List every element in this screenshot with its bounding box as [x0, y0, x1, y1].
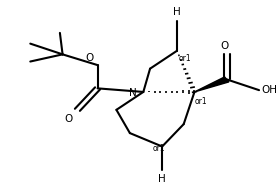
Text: O: O — [64, 114, 73, 124]
Text: or1: or1 — [153, 144, 165, 153]
Text: N: N — [129, 88, 137, 98]
Text: H: H — [173, 7, 181, 17]
Text: or1: or1 — [195, 97, 207, 106]
Text: H: H — [158, 174, 166, 184]
Text: or1: or1 — [178, 54, 191, 63]
Text: O: O — [85, 53, 94, 63]
Text: OH: OH — [262, 85, 278, 95]
Text: O: O — [220, 41, 228, 51]
Polygon shape — [195, 77, 229, 92]
